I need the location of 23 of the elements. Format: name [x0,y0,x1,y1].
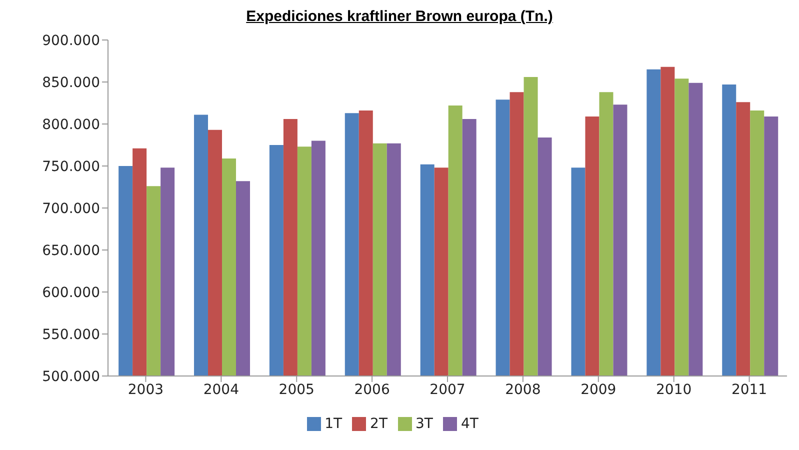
x-tick-label: 2003 [128,382,164,398]
x-tick-label: 2009 [580,382,616,398]
y-tick-label: 800.000 [42,116,100,133]
y-tick-label: 650.000 [42,242,100,259]
legend-label: 1T [324,416,342,432]
y-tick-label: 750.000 [42,158,100,175]
y-tick-label: 850.000 [42,74,100,91]
legend-label: 2T [370,416,388,432]
y-tick-label: 900.000 [42,32,100,49]
chart-title: Expediciones kraftliner Brown europa (Tn.) [245,8,554,27]
x-tick-label: 2004 [203,382,240,398]
x-tick-label: 2005 [278,382,314,398]
y-tick-label: 500.000 [42,368,100,385]
legend-label: 3T [416,416,433,432]
y-tick-label: 600.000 [42,284,100,301]
legend-label: 4T [460,416,478,432]
y-tick-label: 550.000 [42,326,100,343]
x-tick-label: 2008 [505,382,541,398]
x-tick-label: 2007 [430,382,466,398]
x-tick-label: 2006 [354,382,390,398]
x-tick-label: 2011 [731,382,768,398]
x-tick-label: 2010 [656,382,692,398]
y-tick-label: 700.000 [42,200,100,217]
